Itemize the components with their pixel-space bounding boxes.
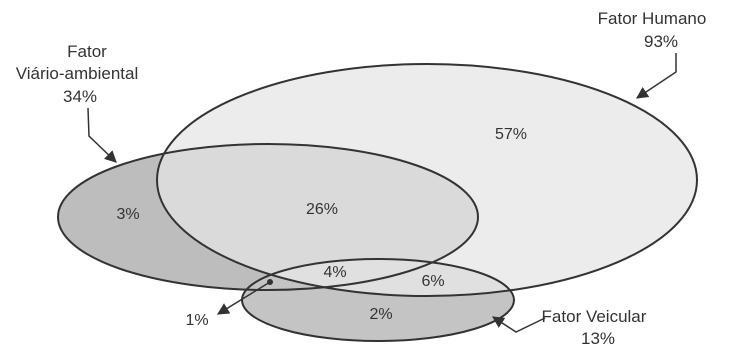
human-factor-percent: 93% <box>644 32 678 51</box>
vehicle-factor-percent: 13% <box>581 329 615 347</box>
human-road-value: 26% <box>306 201 338 218</box>
human-factor-name: Fator Humano <box>598 9 707 28</box>
vehicle-factor-pointer <box>491 316 546 333</box>
road-vehicle-pointer-dot <box>267 279 273 285</box>
road-vehicle-value: 1% <box>185 312 208 329</box>
road-only-value: 3% <box>116 206 139 223</box>
road-factor-name-line1: Fator <box>67 42 107 61</box>
human-vehicle-value: 6% <box>421 273 444 290</box>
vehicle-factor-name: Fator Veicular <box>542 307 647 326</box>
road-factor-pointer <box>87 107 117 163</box>
all-three-value: 4% <box>323 264 346 281</box>
road-factor-percent: 34% <box>63 87 97 106</box>
road-factor-outline <box>57 143 479 291</box>
road-vehicle-pointer <box>216 281 271 315</box>
human-only-value: 57% <box>495 126 527 143</box>
human-factor-outline <box>156 63 698 297</box>
vehicle-only-value: 2% <box>369 306 392 323</box>
road-factor-name-line2: Viário-ambiental <box>16 64 139 83</box>
human-road-overlap-shade <box>157 144 478 290</box>
human-factor-pointer <box>636 53 677 99</box>
